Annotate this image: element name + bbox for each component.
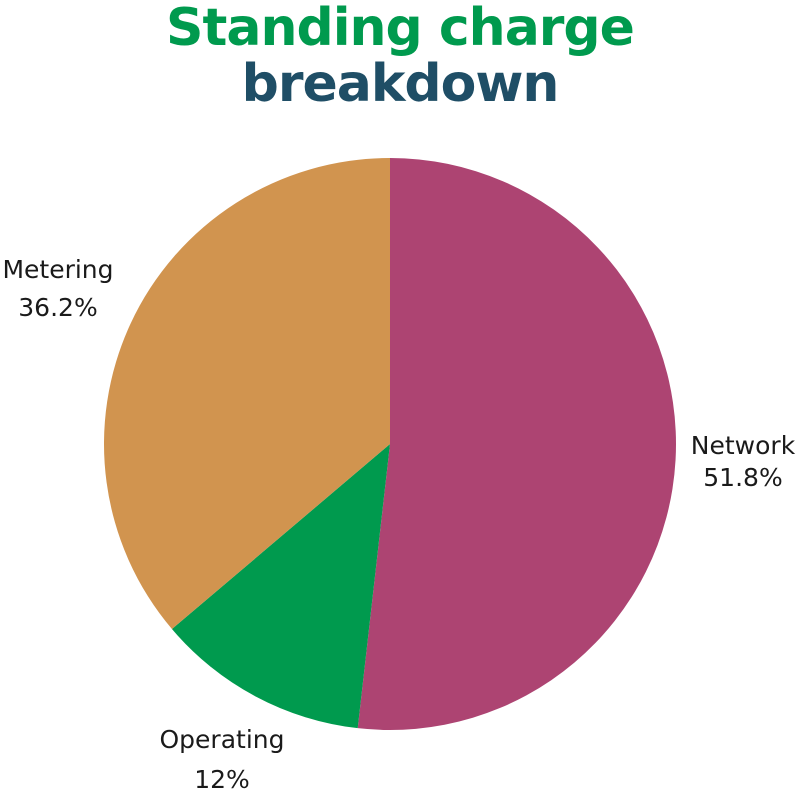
chart-title-part2: breakdown (241, 54, 560, 114)
slice-label-metering-name: Metering (2, 255, 114, 284)
slice-label-network-name: Network (690, 431, 796, 460)
slice-label-metering: Metering 36.2% (0, 254, 116, 324)
slice-label-network: Network 51.8% (690, 430, 796, 494)
pie-slice-operating (171, 444, 390, 729)
chart-title-part1: Standing charge (166, 0, 635, 58)
slice-label-operating: Operating 12% (158, 724, 286, 796)
pie-slice-network (357, 158, 676, 730)
slice-label-operating-value: 12% (194, 765, 250, 794)
chart-title: Standing charge breakdown (0, 0, 800, 112)
slice-label-metering-value: 36.2% (18, 293, 98, 322)
slice-label-operating-name: Operating (159, 725, 285, 754)
pie-slice-metering (104, 158, 391, 630)
slice-label-network-value: 51.8% (703, 463, 783, 492)
